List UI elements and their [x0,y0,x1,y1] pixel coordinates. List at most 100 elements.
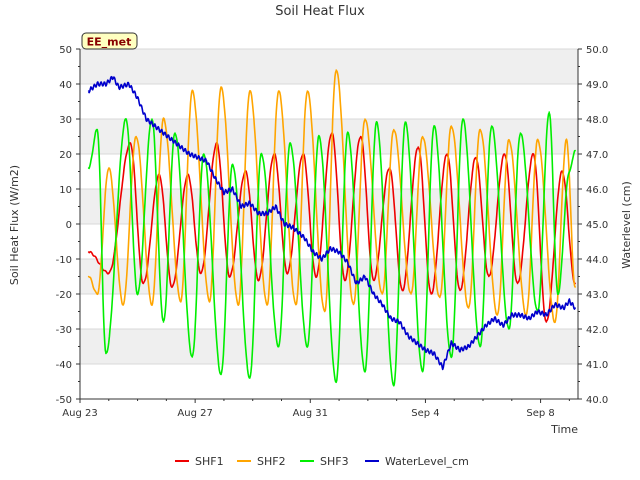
y2-tick-label: 50.0 [586,45,608,56]
data-point [364,118,366,120]
data-point [392,384,395,386]
y-tick-label: -40 [56,360,72,371]
data-point [485,324,487,327]
data-point [292,226,294,229]
data-point [375,121,378,124]
data-point [306,90,309,92]
plot-band [80,49,578,84]
data-point [179,300,182,302]
data-point [202,153,205,155]
data-point [112,76,114,78]
data-point [118,86,120,89]
data-point [105,352,107,355]
data-point [87,251,90,253]
data-point [381,303,384,306]
data-point [364,275,366,278]
y2-tick-label: 45.0 [586,220,608,231]
data-point [249,377,251,379]
data-point [415,342,418,344]
data-point [315,275,317,278]
data-point [557,293,559,295]
data-point [568,170,571,173]
data-point [145,118,148,120]
data-point [286,272,289,274]
y2-tick-label: 47.0 [586,150,608,161]
data-point [197,156,199,159]
data-point [479,345,481,348]
y-tick-label: 10 [59,185,72,196]
data-point [321,258,323,260]
y2-tick-label: 43.0 [586,290,608,301]
data-point [174,132,176,134]
y-axis-label: Soil Heat Flux (W/m2) [8,165,21,285]
y2-tick-label: 42.0 [586,325,608,336]
data-point [510,314,513,316]
data-point [519,132,522,134]
legend: SHF1 SHF2 SHF3 WaterLevel_cm [175,455,469,468]
data-point [462,118,464,120]
data-point [323,310,326,313]
data-point [407,335,409,337]
data-point [352,303,355,306]
data-point [329,247,332,250]
data-point [459,289,461,292]
data-point [574,307,576,309]
data-point [496,314,499,316]
x-tick-label: Sep 8 [526,408,554,419]
data-point [450,125,453,127]
data-point [306,345,309,348]
legend-label: SHF3 [320,455,349,468]
data-point [122,303,124,306]
data-point [335,69,337,71]
data-point [223,191,225,194]
data-point [303,237,306,239]
data-point [162,321,165,323]
series-WaterLevel_cm [87,75,576,371]
data-point [359,135,362,138]
data-point [516,282,519,285]
data-point [338,251,340,253]
data-point [128,83,130,85]
data-point [318,135,320,138]
data-point [536,310,539,313]
chart-title: Soil Heat Flux [275,4,365,19]
tick-layer: -50 -40 -30 -20 -10 0 10 20 30 40 50 40.0 41.0 42.0 43… [56,45,609,419]
y-tick-label: -50 [56,395,72,406]
data-point [398,321,401,323]
data-point [179,146,182,148]
data-point [266,303,268,306]
data-point [467,307,470,309]
y2-tick-label: 46.0 [586,185,608,196]
data-point [87,275,90,278]
data-point [475,156,477,159]
data-point [450,342,453,344]
data-point [401,289,404,292]
x-tick-label: Sep 4 [411,408,439,419]
y-tick-label: -10 [56,255,72,266]
data-point [257,279,260,281]
data-point [162,118,165,120]
data-point [355,282,358,285]
data-point [231,163,234,166]
y-tick-label: 30 [59,115,72,126]
x-tick-label: Aug 31 [293,408,328,419]
data-point [346,261,349,264]
data-point [372,293,375,295]
y-tick-label: -20 [56,290,72,301]
data-point [532,153,535,155]
data-point [151,303,153,306]
data-point [277,345,280,348]
data-point [536,139,539,141]
data-point [257,212,260,215]
data-point [154,125,156,127]
data-point [266,212,268,215]
data-point [87,90,90,92]
series-line-WaterLevel_cm [87,75,576,371]
data-point [249,90,251,92]
data-point [260,153,263,155]
data-point [554,303,556,306]
data-point [508,139,510,141]
data-point [433,352,435,355]
data-point [565,139,568,141]
y-tick-label: -30 [56,325,72,336]
